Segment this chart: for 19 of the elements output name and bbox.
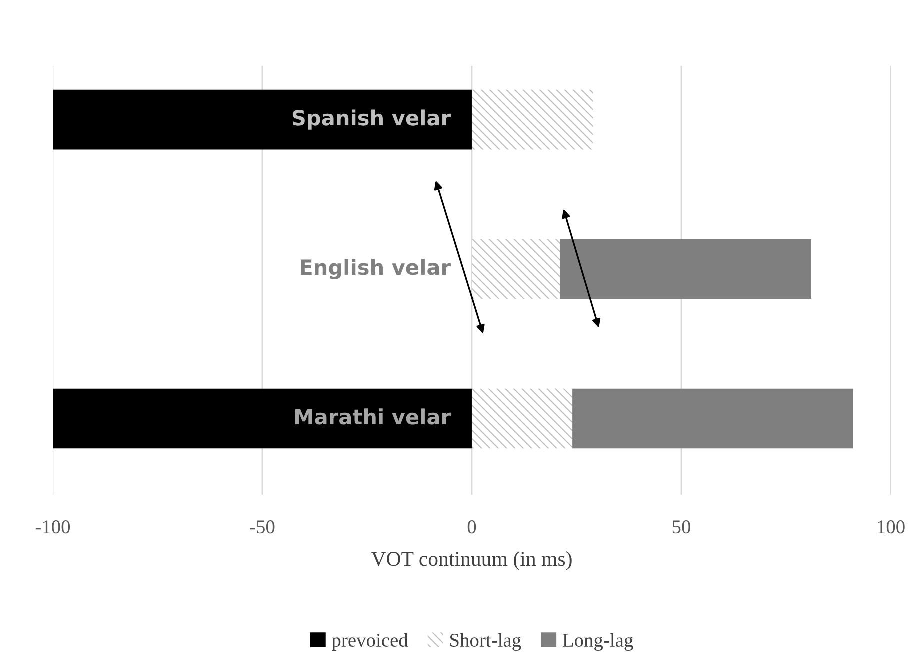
legend-label: prevoiced: [332, 633, 408, 651]
legend-label: Short-lag: [450, 633, 522, 652]
bar: [560, 239, 812, 300]
y-tick-label: English velar: [301, 259, 451, 280]
bar: [472, 239, 560, 300]
bar: [52, 90, 472, 150]
x-tick-label: -100: [36, 520, 70, 534]
y-tick-label: Spanish velar: [292, 110, 451, 130]
y-tick-label: Marathi velar: [295, 408, 451, 425]
x-tick-label: 50: [672, 520, 690, 534]
bar: [472, 90, 594, 150]
x-tick-label: -50: [250, 520, 275, 534]
bar: [572, 388, 854, 449]
bar: [52, 388, 472, 449]
x-axis-title: VOT continuum (in ms): [371, 552, 572, 570]
x-tick-label: 100: [878, 520, 905, 534]
legend-label: Long-lag: [562, 633, 634, 652]
x-tick-label: 0: [468, 520, 476, 534]
bar: [472, 388, 573, 449]
